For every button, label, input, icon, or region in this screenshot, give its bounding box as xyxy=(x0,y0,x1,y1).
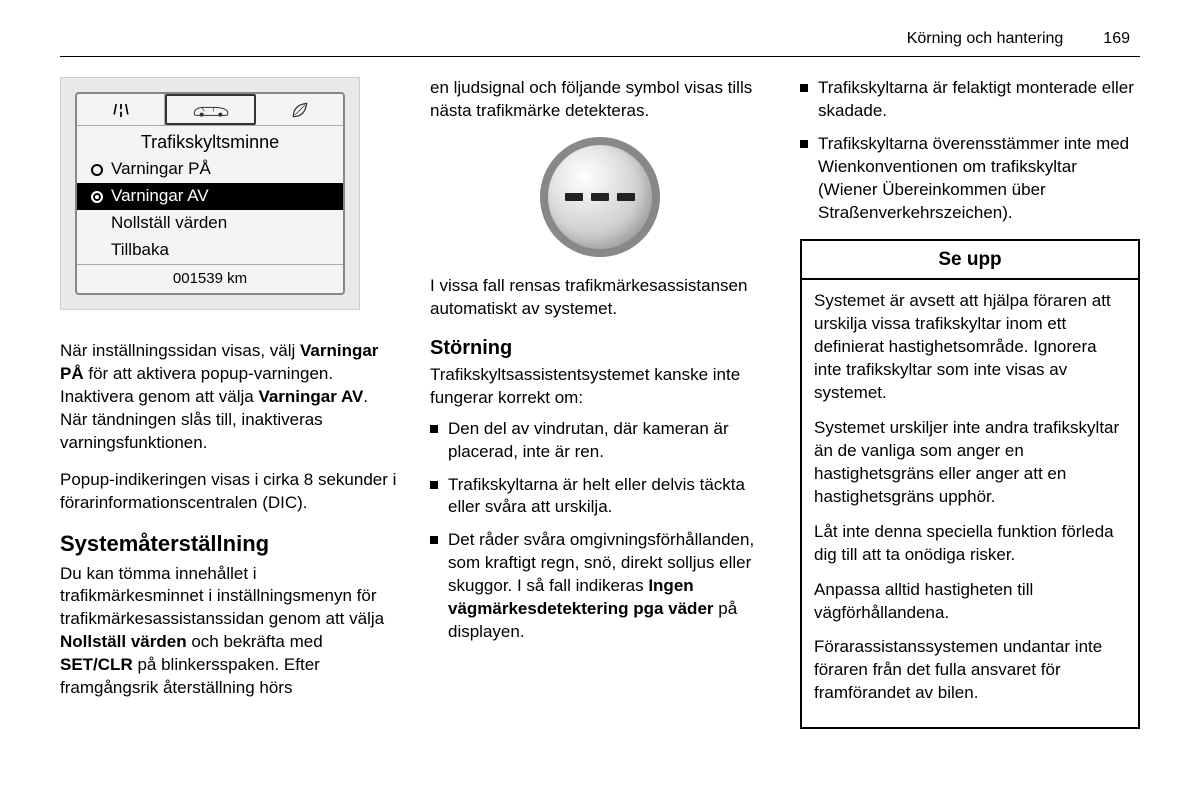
content-columns: / ¦ \ Trafik xyxy=(60,77,1140,729)
col1-heading: Systemåterställning xyxy=(60,529,400,559)
caution-para: Anpassa alltid hastigheten till vägförhå… xyxy=(814,579,1126,625)
column-3: Trafikskyltarna är felaktigt monterade e… xyxy=(800,77,1140,729)
col2-para1: en ljudsignal och följande symbol visas … xyxy=(430,77,770,123)
sign-graphic xyxy=(430,137,770,257)
header-title: Körning och hantering xyxy=(907,30,1064,48)
col1-para2: Popup-indikeringen visas i cirka 8 sekun… xyxy=(60,469,400,515)
dic-item-label: Nollställ värden xyxy=(111,212,227,235)
list-item: Trafikskyltarna är felaktigt monterade e… xyxy=(800,77,1140,123)
no-detection-sign xyxy=(540,137,660,257)
column-2: en ljudsignal och följande symbol visas … xyxy=(430,77,770,729)
col1-para3: Du kan tömma innehållet i trafikmärkesmi… xyxy=(60,563,400,701)
col2-list: Den del av vindrutan, där kameran är pla… xyxy=(430,418,770,644)
caution-para: Systemet är avsett att hjälpa föraren at… xyxy=(814,290,1126,405)
bold-text: SET/CLR xyxy=(60,655,133,674)
radio-icon xyxy=(91,164,103,176)
dic-item-2: Nollställ värden xyxy=(77,210,343,237)
caution-para: Systemet urskiljer inte andra trafikskyl… xyxy=(814,417,1126,509)
dic-tabs: / ¦ \ xyxy=(77,94,343,126)
dic-item-label: Varningar PÅ xyxy=(111,158,211,181)
dic-item-0: Varningar PÅ xyxy=(77,156,343,183)
radio-icon xyxy=(91,191,103,203)
dic-item-label: Tillbaka xyxy=(111,239,169,262)
list-item: Det råder svåra omgivningsförhållanden, … xyxy=(430,529,770,644)
col3-list: Trafikskyltarna är felaktigt monterade e… xyxy=(800,77,1140,225)
col2-heading: Störning xyxy=(430,335,770,362)
list-item: Den del av vindrutan, där kameran är pla… xyxy=(430,418,770,464)
caution-title: Se upp xyxy=(802,241,1138,281)
caution-para: Förarassistanssystemen undantar inte för… xyxy=(814,636,1126,705)
dashes-icon xyxy=(565,193,635,201)
page-header: Körning och hantering 169 xyxy=(60,30,1140,48)
lane-icon: / ¦ \ xyxy=(113,100,127,119)
dic-item-3: Tillbaka xyxy=(77,237,343,264)
tab-lane-icon: / ¦ \ xyxy=(77,94,165,125)
dic-title: Trafikskyltsminne xyxy=(77,126,343,156)
bold-text: Varningar AV xyxy=(258,387,363,406)
car-icon xyxy=(191,101,231,119)
tab-leaf-icon xyxy=(256,94,343,125)
text: Du kan tömma innehållet i trafikmärkesmi… xyxy=(60,564,384,629)
caution-body: Systemet är avsett att hjälpa föraren at… xyxy=(802,280,1138,727)
col2-para2: I vissa fall rensas trafikmärkesassistan… xyxy=(430,275,770,321)
dic-screenshot: / ¦ \ Trafik xyxy=(60,77,360,310)
header-page: 169 xyxy=(1103,30,1130,48)
caution-box: Se upp Systemet är avsett att hjälpa för… xyxy=(800,239,1140,730)
dic-item-label: Varningar AV xyxy=(111,185,209,208)
dic-screen: / ¦ \ Trafik xyxy=(75,92,345,295)
col2-para3: Trafikskyltsassistentsystemet kanske int… xyxy=(430,364,770,410)
text: Det råder svåra omgivningsförhållanden, … xyxy=(448,530,754,595)
tab-car-icon xyxy=(165,94,256,125)
list-item: Trafikskyltarna är helt eller delvis täc… xyxy=(430,474,770,520)
col1-para1: När inställningssidan visas, välj Varnin… xyxy=(60,340,400,455)
dic-item-1: Varningar AV xyxy=(77,183,343,210)
bold-text: Nollställ värden xyxy=(60,632,187,651)
list-item: Trafikskyltarna överensstämmer inte med … xyxy=(800,133,1140,225)
leaf-icon xyxy=(289,100,311,120)
header-rule xyxy=(60,56,1140,57)
dic-odometer: 001539 km xyxy=(77,264,343,293)
caution-para: Låt inte denna speciella funktion förled… xyxy=(814,521,1126,567)
text: och bekräfta med xyxy=(187,632,323,651)
text: När inställningssidan visas, välj xyxy=(60,341,300,360)
column-1: / ¦ \ Trafik xyxy=(60,77,400,729)
